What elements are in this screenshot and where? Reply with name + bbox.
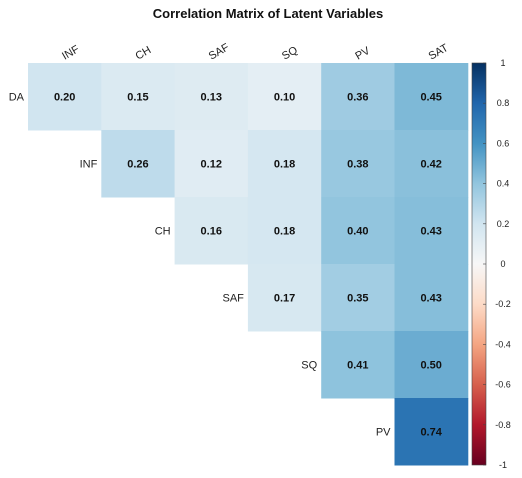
heatmap-cell — [394, 197, 469, 265]
color-legend-tick-label: 0.6 — [497, 138, 510, 148]
heatmap-cell — [174, 197, 249, 265]
heatmap-cell — [174, 130, 249, 198]
cell-value-label: 0.35 — [347, 293, 368, 305]
color-legend-tick-label: -1 — [499, 460, 507, 470]
column-label: CH — [133, 44, 153, 62]
row-label: CH — [155, 226, 171, 238]
cell-value-label: 0.20 — [54, 92, 75, 104]
cell-value-label: 0.16 — [201, 226, 222, 238]
column-label: INF — [60, 43, 82, 62]
heatmap-cell — [394, 264, 469, 332]
heatmap-cell — [247, 130, 322, 198]
cell-value-label: 0.17 — [274, 293, 295, 305]
cell-value-label: 0.18 — [274, 159, 295, 171]
cell-value-label: 0.38 — [347, 159, 368, 171]
color-legend-tick-label: -0.2 — [495, 299, 511, 309]
heatmap-cell — [101, 130, 176, 198]
cell-value-label: 0.43 — [420, 226, 441, 238]
heatmap-cell — [247, 264, 322, 332]
heatmap-cell — [394, 130, 469, 198]
heatmap-cells: 0.20 0.15 0.13 0.10 0.36 0.45 0.26 0.12 0.18 0.38… — [28, 63, 469, 466]
cell-value-label: 0.10 — [274, 92, 295, 104]
cell-value-label: 0.50 — [420, 360, 441, 372]
row-label: PV — [376, 427, 391, 439]
color-legend-tick-label: -0.4 — [495, 339, 511, 349]
color-legend-tick-label: -0.6 — [495, 380, 511, 390]
heatmap-cell — [174, 63, 249, 131]
cell-value-label: 0.40 — [347, 226, 368, 238]
cell-value-label: 0.13 — [201, 92, 222, 104]
chart-title: Correlation Matrix of Latent Variables — [153, 6, 383, 21]
heatmap-cell — [394, 398, 469, 466]
color-legend-tick-label: 1 — [500, 58, 505, 68]
row-label: INF — [80, 159, 98, 171]
row-label: DA — [9, 92, 25, 104]
heatmap-cell — [321, 331, 395, 399]
row-label: SQ — [301, 360, 317, 372]
heatmap-cell — [321, 264, 395, 332]
row-labels: DA INF CH SAF SQ PV — [9, 92, 391, 439]
column-label: SQ — [280, 44, 300, 63]
cell-value-label: 0.26 — [127, 159, 148, 171]
color-legend-ticks: 1 0.8 0.6 0.4 0.2 0 -0.2 -0.4 -0.6 -0.8 -1 — [483, 58, 511, 470]
heatmap-cell — [247, 63, 322, 131]
cell-value-label: 0.74 — [420, 427, 442, 439]
cell-value-label: 0.43 — [420, 293, 441, 305]
cell-value-label: 0.18 — [274, 226, 295, 238]
color-legend-tick-label: -0.8 — [495, 420, 511, 430]
column-labels: INF CH SAF SQ PV SAT — [60, 41, 451, 62]
color-legend-tick-label: 0.8 — [497, 98, 510, 108]
heatmap-cell — [394, 63, 469, 131]
cell-value-label: 0.15 — [127, 92, 148, 104]
heatmap-cell — [101, 63, 176, 131]
heatmap-cell — [394, 331, 469, 399]
heatmap-cell — [321, 63, 395, 131]
color-legend-tick-label: 0.4 — [497, 179, 510, 189]
column-label: SAF — [207, 41, 232, 62]
heatmap-cell — [321, 197, 395, 265]
heatmap-cell — [321, 130, 395, 198]
cell-value-label: 0.41 — [347, 360, 368, 372]
row-label: SAF — [222, 293, 244, 305]
cell-value-label: 0.45 — [420, 92, 441, 104]
cell-value-label: 0.36 — [347, 92, 368, 104]
color-legend-tick-label: 0.2 — [497, 219, 510, 229]
heatmap-cell — [28, 63, 102, 131]
heatmap-cell — [247, 197, 322, 265]
cell-value-label: 0.42 — [420, 159, 441, 171]
cell-value-label: 0.12 — [201, 159, 222, 171]
column-label: PV — [353, 45, 372, 63]
color-legend-tick-label: 0 — [500, 259, 505, 269]
column-label: SAT — [427, 42, 451, 63]
